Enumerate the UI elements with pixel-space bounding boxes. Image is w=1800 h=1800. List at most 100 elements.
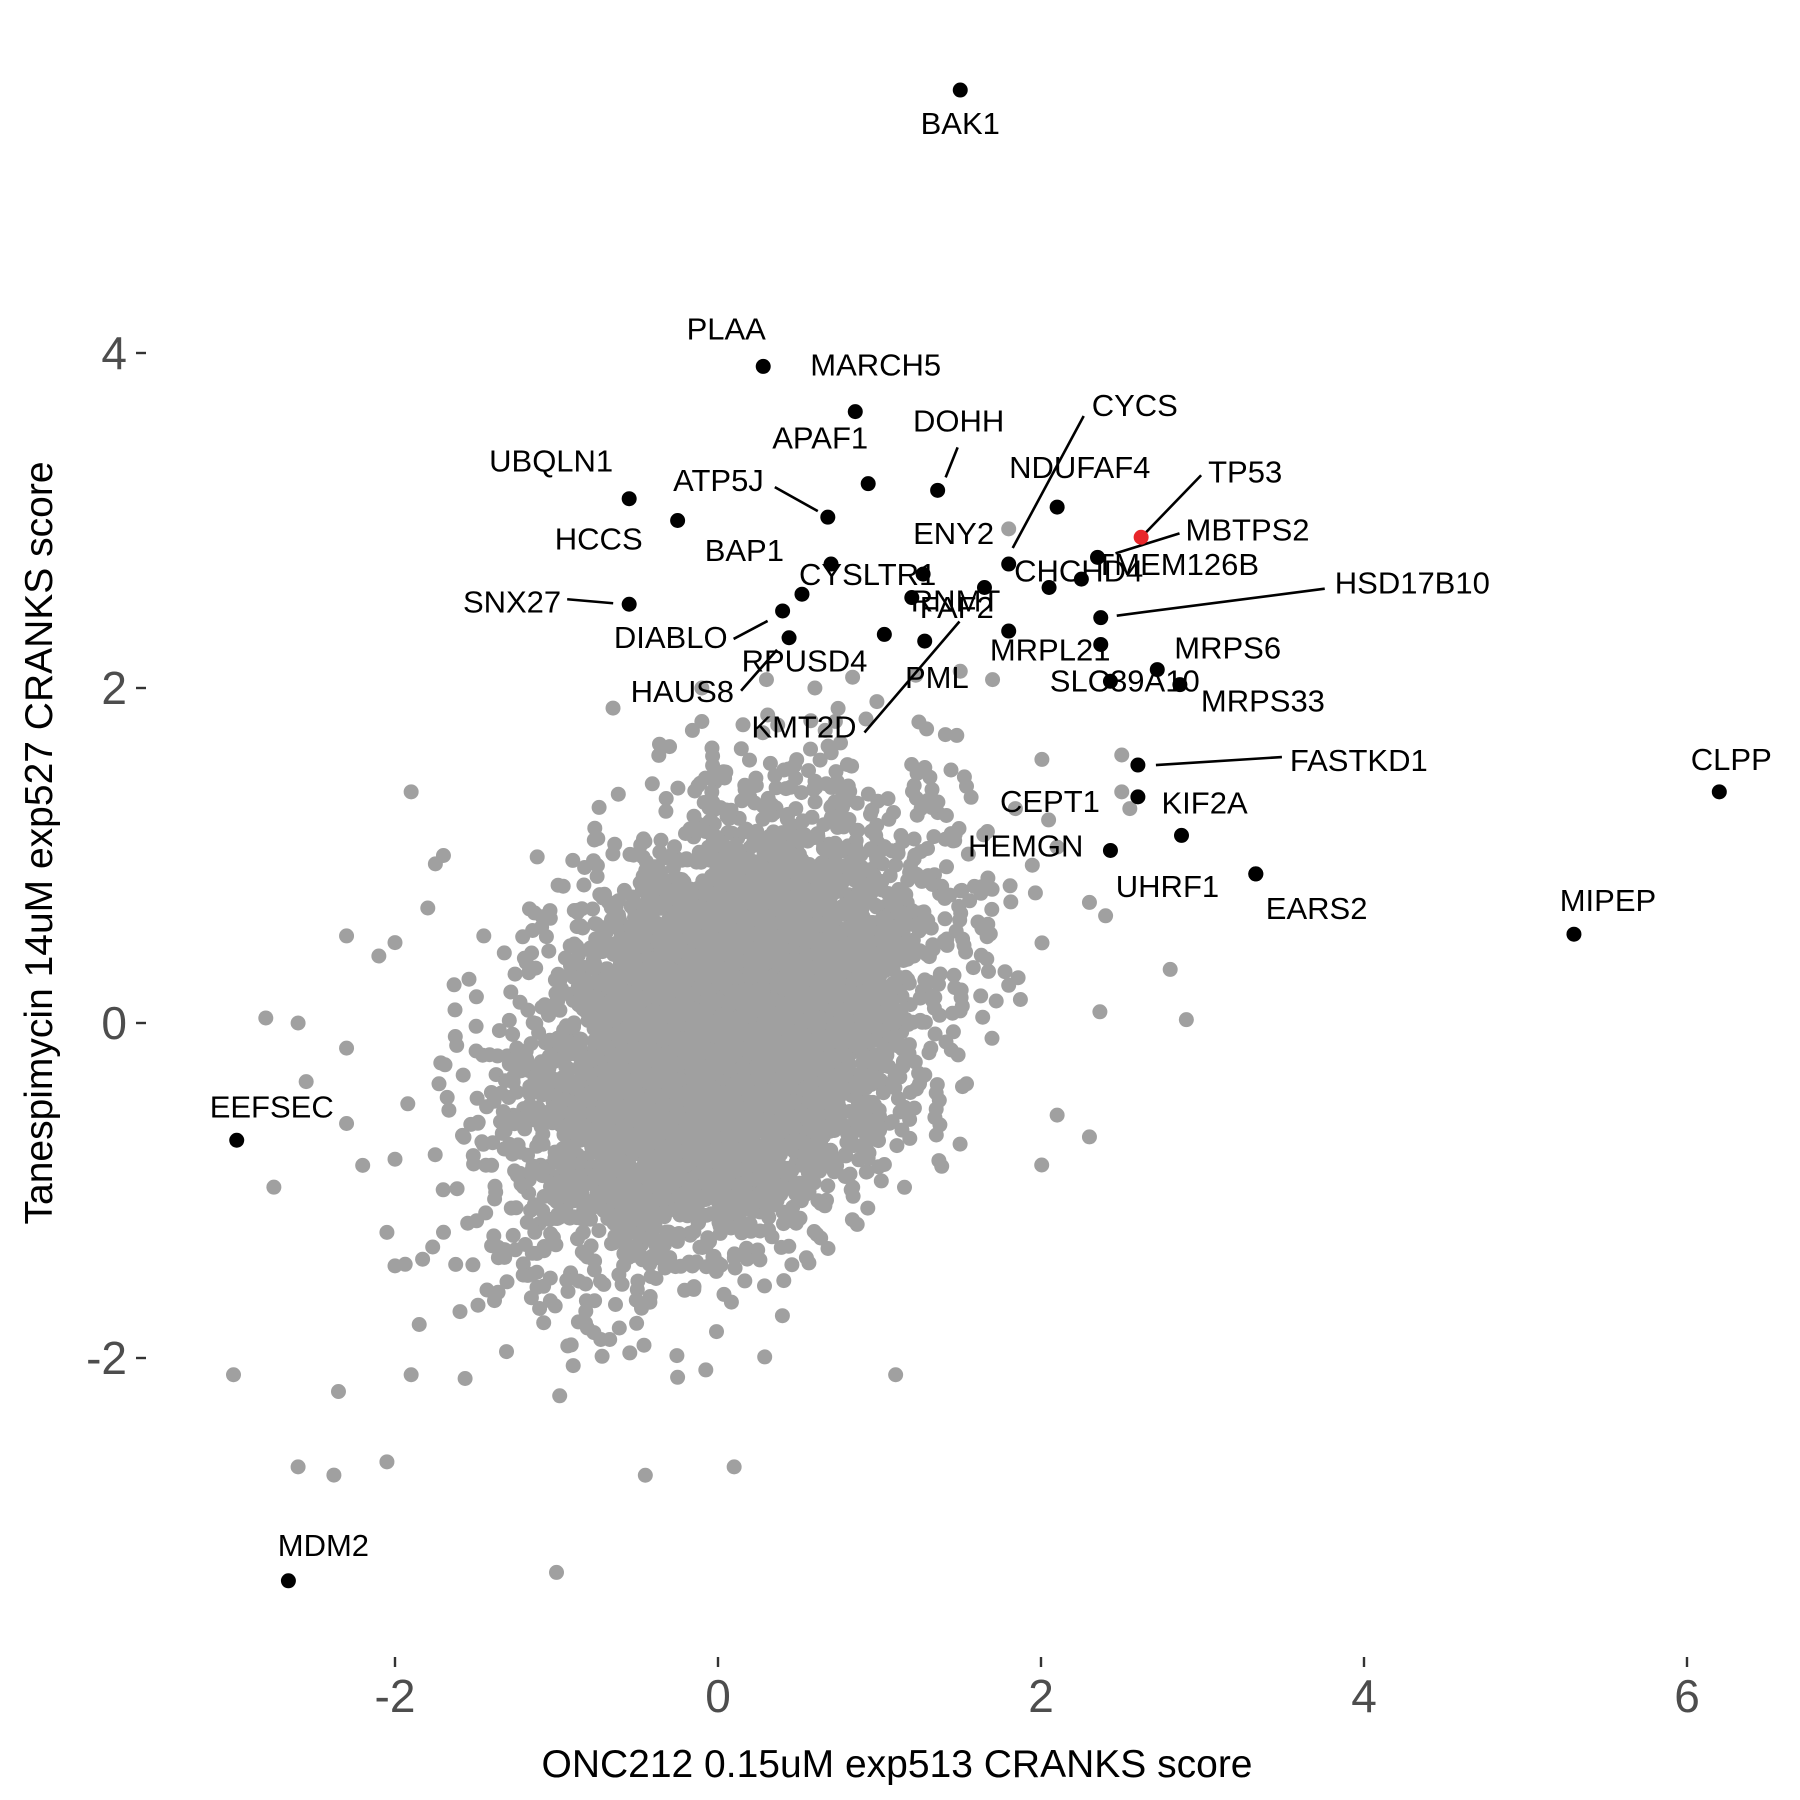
background-point xyxy=(801,763,816,779)
background-point xyxy=(523,1290,539,1306)
background-point xyxy=(973,988,989,1004)
background-point xyxy=(789,752,805,768)
background-point xyxy=(878,945,894,961)
background-point xyxy=(468,1043,484,1059)
background-point xyxy=(963,789,979,805)
background-point xyxy=(542,903,558,919)
background-point xyxy=(439,1089,455,1105)
background-point xyxy=(586,832,602,848)
background-points-layer xyxy=(226,521,1194,1580)
background-point xyxy=(570,904,585,920)
background-point xyxy=(560,1283,576,1299)
background-point xyxy=(869,694,885,710)
background-point xyxy=(937,727,953,743)
background-point xyxy=(734,793,750,809)
background-point xyxy=(723,1294,739,1310)
background-point xyxy=(760,707,776,723)
background-point xyxy=(947,980,963,996)
background-point xyxy=(503,1200,519,1216)
background-point xyxy=(931,1153,947,1169)
background-point xyxy=(658,803,674,819)
background-point xyxy=(785,1199,801,1215)
background-point xyxy=(387,1151,403,1167)
background-point xyxy=(326,1467,342,1483)
background-point xyxy=(943,1042,959,1058)
background-point xyxy=(447,1002,463,1018)
background-point xyxy=(610,786,626,802)
background-point xyxy=(632,1248,648,1264)
background-point xyxy=(520,1147,535,1163)
background-point xyxy=(496,945,512,961)
background-point xyxy=(591,799,607,815)
background-point xyxy=(545,1229,561,1245)
background-point xyxy=(538,929,554,945)
background-point xyxy=(570,1231,585,1247)
background-point xyxy=(518,1043,534,1059)
background-point xyxy=(525,1015,541,1031)
background-point xyxy=(594,1348,610,1364)
background-point xyxy=(479,1099,495,1115)
background-point xyxy=(560,1338,576,1354)
background-point xyxy=(890,1091,906,1107)
background-point xyxy=(490,1048,505,1064)
background-point xyxy=(814,855,830,871)
background-point xyxy=(752,1223,768,1239)
background-point xyxy=(427,1147,443,1163)
background-point xyxy=(906,1100,922,1116)
background-point xyxy=(952,1136,968,1152)
background-point xyxy=(774,1308,790,1324)
background-point xyxy=(644,776,660,792)
background-point xyxy=(962,893,978,909)
background-point xyxy=(932,1117,948,1133)
background-point xyxy=(532,1301,548,1316)
background-point xyxy=(686,1224,702,1240)
background-point xyxy=(926,829,942,845)
background-point xyxy=(698,1362,714,1378)
background-point xyxy=(614,1276,630,1292)
background-point xyxy=(509,1084,525,1100)
background-point xyxy=(493,1085,509,1101)
background-point xyxy=(848,823,864,839)
background-point xyxy=(1003,894,1019,910)
background-point xyxy=(788,770,804,786)
background-point xyxy=(845,669,861,685)
background-point xyxy=(670,1369,686,1385)
background-point xyxy=(667,839,682,855)
background-point xyxy=(628,1292,644,1308)
background-point xyxy=(651,747,667,763)
background-point xyxy=(542,1293,558,1309)
background-point xyxy=(923,920,939,936)
background-point xyxy=(947,826,963,842)
background-point xyxy=(484,1157,500,1173)
background-point xyxy=(946,967,962,983)
background-point xyxy=(839,1125,855,1141)
background-point xyxy=(556,1127,572,1143)
background-point xyxy=(425,1239,441,1255)
background-point xyxy=(596,1203,612,1219)
background-point xyxy=(476,928,492,944)
background-point xyxy=(857,1140,873,1156)
background-point xyxy=(457,1371,473,1386)
background-point xyxy=(858,1164,874,1180)
background-point xyxy=(776,1273,792,1289)
background-point xyxy=(798,1250,814,1266)
background-point xyxy=(1092,1004,1108,1020)
background-point xyxy=(479,1282,495,1298)
background-point xyxy=(726,1246,742,1262)
background-point xyxy=(889,1138,905,1154)
background-point xyxy=(686,1279,702,1295)
background-point xyxy=(803,741,818,757)
background-point xyxy=(487,1293,502,1309)
background-point xyxy=(522,901,537,917)
background-point xyxy=(860,1200,876,1216)
background-point xyxy=(750,1242,766,1258)
background-point xyxy=(820,1241,836,1256)
background-point xyxy=(502,1112,518,1128)
background-point xyxy=(871,1159,887,1175)
background-point xyxy=(510,1137,526,1153)
background-point xyxy=(807,794,823,810)
background-point xyxy=(543,1179,558,1195)
background-point xyxy=(607,836,623,852)
background-point xyxy=(658,791,674,806)
background-point xyxy=(943,762,959,778)
